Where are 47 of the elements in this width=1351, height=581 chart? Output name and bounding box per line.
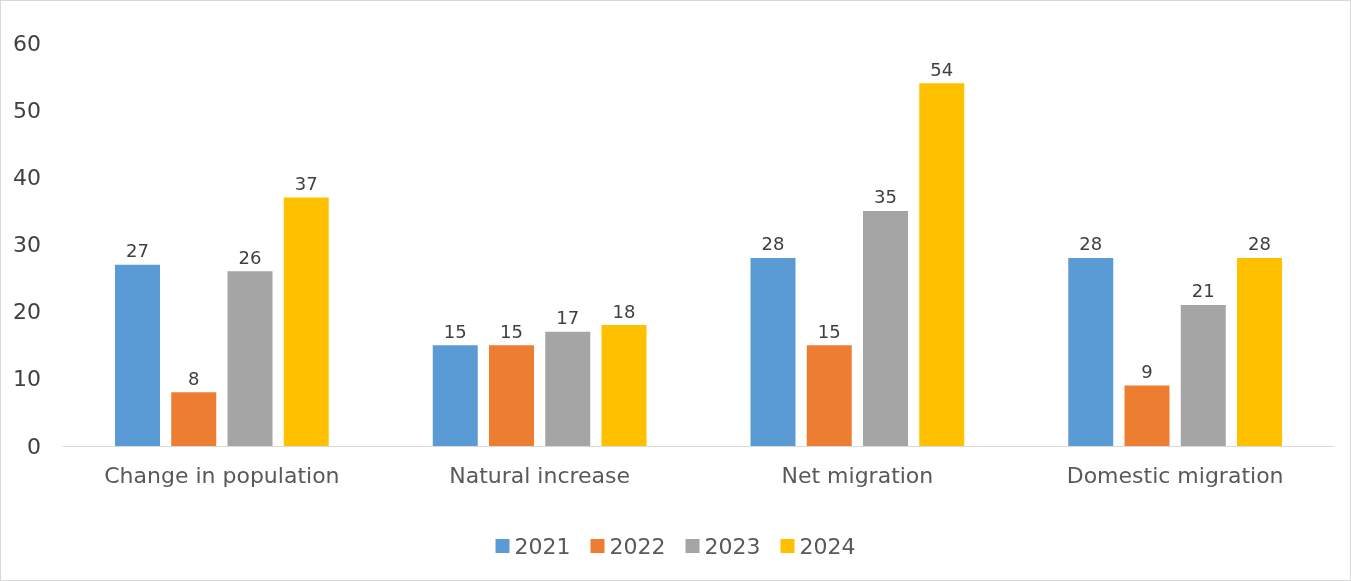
bar	[806, 345, 852, 446]
data-label: 17	[556, 307, 580, 329]
bar	[545, 331, 591, 446]
bar	[1124, 385, 1170, 446]
bar	[432, 345, 478, 446]
data-label: 18	[612, 300, 636, 322]
bar	[1237, 257, 1282, 446]
x-tick-label: Natural increase	[449, 462, 631, 488]
y-tick-label: 50	[13, 97, 41, 123]
bar	[489, 345, 534, 446]
data-label: 28	[1248, 233, 1271, 255]
x-tick-label: Net migration	[781, 462, 934, 488]
bar	[227, 271, 273, 446]
data-label: 54	[930, 58, 954, 80]
bar	[1180, 304, 1226, 446]
bar	[863, 210, 908, 446]
bar	[115, 264, 160, 446]
x-tick-label: Domestic migration	[1066, 462, 1284, 488]
bar	[750, 257, 796, 446]
data-label: 8	[188, 367, 200, 389]
legend-label: 2021	[514, 533, 571, 559]
data-label: 35	[874, 186, 897, 208]
bar	[283, 197, 329, 446]
data-label: 28	[1079, 233, 1103, 255]
data-label: 21	[1191, 280, 1215, 302]
bar	[171, 392, 217, 446]
legend-label: 2024	[799, 533, 856, 559]
y-tick-label: 30	[13, 232, 41, 257]
data-label: 26	[238, 246, 262, 268]
legend-label: 2022	[609, 533, 666, 559]
y-tick-label: 40	[13, 164, 41, 190]
data-label: 9	[1141, 361, 1153, 383]
data-label: 15	[817, 320, 841, 342]
bar	[601, 325, 647, 446]
y-tick-label: 10	[13, 366, 41, 392]
bar	[1068, 257, 1114, 446]
data-label: 15	[443, 320, 467, 342]
data-label: 15	[500, 320, 523, 342]
y-tick-label: 60	[13, 30, 41, 56]
y-tick-label: 0	[27, 433, 41, 459]
x-tick-label: Change in population	[104, 462, 340, 488]
y-tick-label: 20	[13, 299, 41, 325]
data-label: 27	[126, 240, 149, 262]
legend-label: 2023	[704, 533, 761, 559]
data-label: 37	[294, 172, 318, 194]
bar	[919, 83, 965, 446]
data-label: 28	[761, 233, 785, 255]
